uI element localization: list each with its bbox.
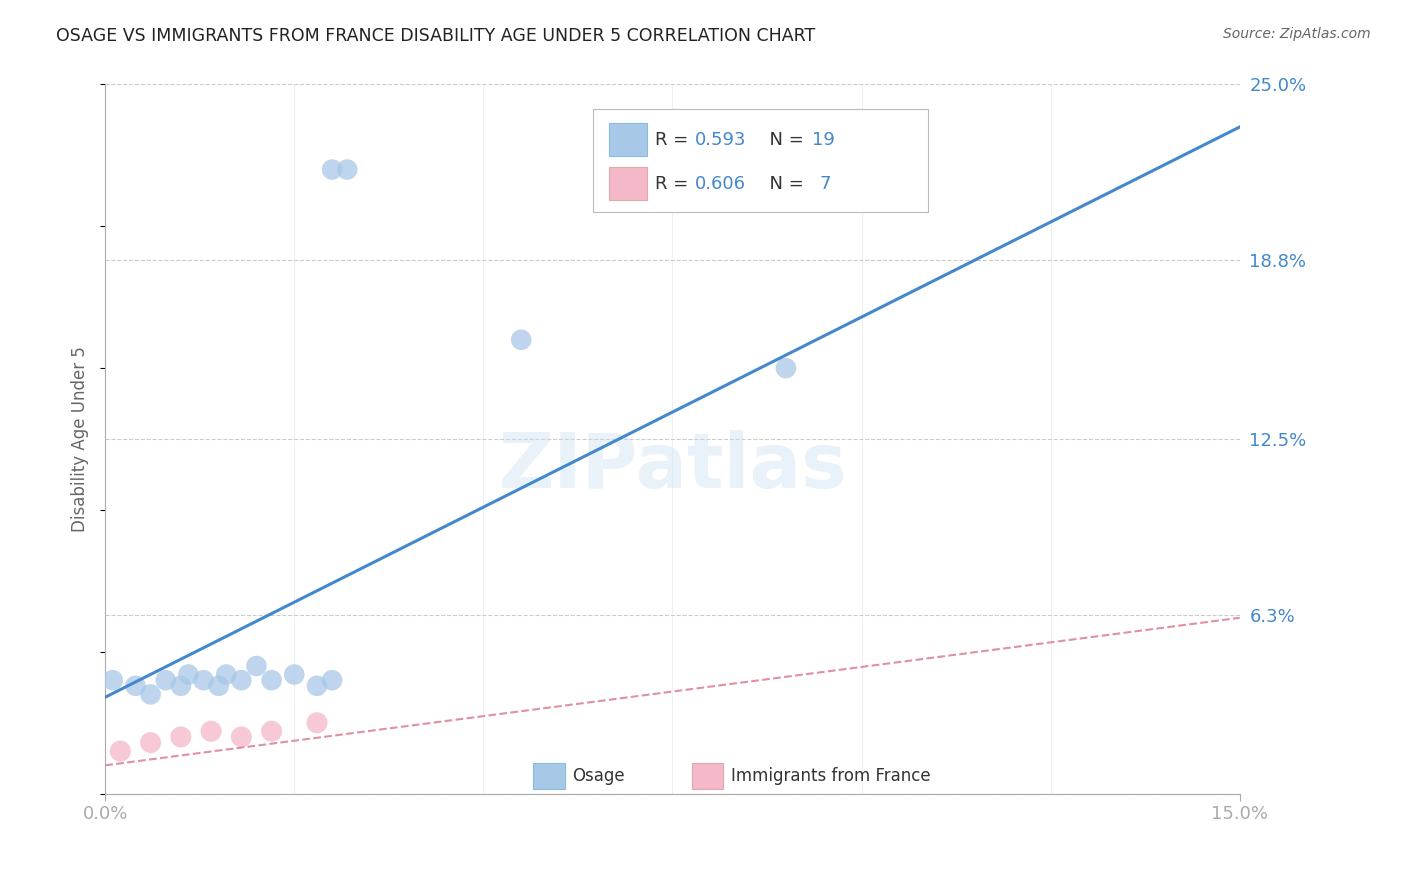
Text: N =: N = (758, 131, 808, 149)
Text: 19: 19 (813, 131, 835, 149)
FancyBboxPatch shape (533, 764, 565, 789)
Text: 0.606: 0.606 (695, 175, 747, 193)
Text: Immigrants from France: Immigrants from France (731, 767, 931, 785)
Text: Osage: Osage (572, 767, 626, 785)
Point (170, 730, 193, 744)
Point (155, 673, 177, 688)
Point (305, 679, 328, 693)
Point (245, 659, 267, 673)
Text: R =: R = (655, 175, 695, 193)
Point (139, 736, 162, 750)
Point (321, 673, 343, 688)
FancyBboxPatch shape (692, 764, 724, 789)
Point (305, 715, 328, 730)
Point (139, 687, 162, 701)
Point (231, 730, 253, 744)
Point (260, 724, 283, 739)
FancyBboxPatch shape (593, 109, 928, 212)
Text: 0.593: 0.593 (695, 131, 747, 149)
Point (321, 162, 343, 177)
Point (775, 361, 797, 376)
Point (124, 679, 146, 693)
Y-axis label: Disability Age Under 5: Disability Age Under 5 (72, 346, 89, 532)
Point (510, 333, 533, 347)
Point (260, 673, 283, 688)
Point (336, 162, 359, 177)
Point (208, 679, 231, 693)
Point (200, 724, 222, 739)
Text: OSAGE VS IMMIGRANTS FROM FRANCE DISABILITY AGE UNDER 5 CORRELATION CHART: OSAGE VS IMMIGRANTS FROM FRANCE DISABILI… (56, 27, 815, 45)
Point (177, 667, 200, 681)
Text: N =: N = (758, 175, 808, 193)
Point (215, 667, 238, 681)
FancyBboxPatch shape (609, 168, 648, 200)
Point (193, 673, 215, 688)
Point (283, 667, 305, 681)
Point (110, 744, 132, 758)
Text: Source: ZipAtlas.com: Source: ZipAtlas.com (1223, 27, 1371, 41)
Point (170, 679, 193, 693)
Text: ZIPatlas: ZIPatlas (498, 431, 846, 505)
Text: 7: 7 (820, 175, 831, 193)
FancyBboxPatch shape (609, 123, 648, 156)
Point (101, 673, 124, 688)
Point (231, 673, 253, 688)
Text: R =: R = (655, 131, 695, 149)
